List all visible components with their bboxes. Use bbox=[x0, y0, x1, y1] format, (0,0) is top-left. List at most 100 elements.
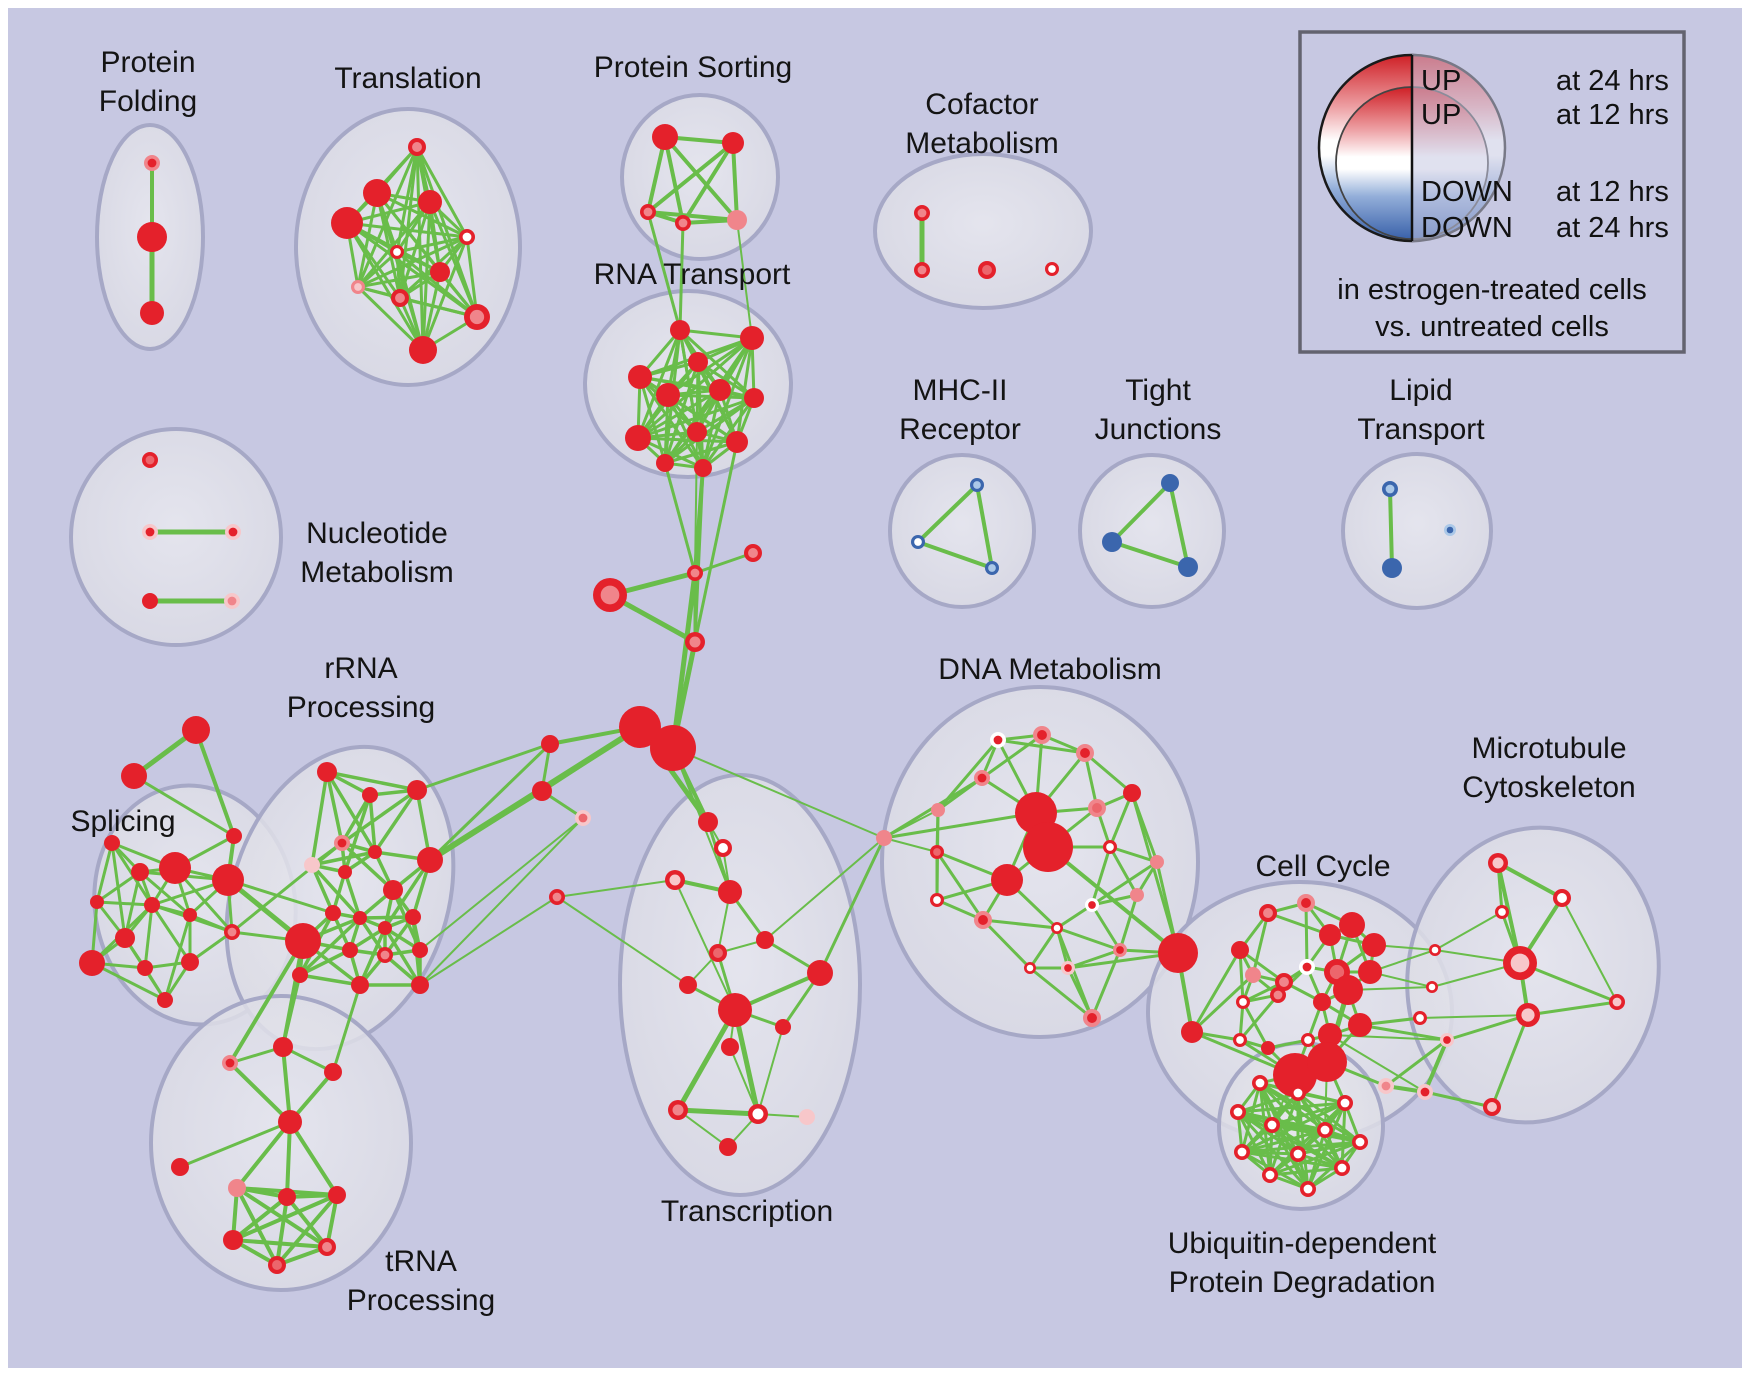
edge bbox=[1251, 911, 1270, 977]
node-s12 bbox=[157, 992, 173, 1008]
node-core-c2 bbox=[748, 548, 758, 558]
edge bbox=[1296, 1140, 1362, 1156]
node-core-cc0 bbox=[1263, 908, 1273, 918]
node-core-d14 bbox=[978, 915, 988, 925]
edge bbox=[1561, 897, 1618, 1003]
node-rt10 bbox=[656, 454, 674, 472]
node-core-m4 bbox=[1510, 953, 1530, 973]
node-d21 bbox=[1158, 933, 1198, 973]
edge bbox=[345, 221, 425, 352]
edge bbox=[735, 336, 754, 444]
edge bbox=[1090, 860, 1159, 907]
edge bbox=[281, 973, 302, 1049]
edge bbox=[916, 540, 994, 570]
node-core-m8 bbox=[1612, 997, 1622, 1007]
node-core-nm1 bbox=[145, 527, 155, 537]
node-x0 bbox=[698, 812, 718, 832]
node-d9 bbox=[1023, 822, 1073, 872]
node-r13 bbox=[285, 923, 321, 959]
node-core-t7 bbox=[354, 283, 362, 291]
edge bbox=[275, 1195, 289, 1267]
node-core-r15 bbox=[380, 950, 390, 960]
edge bbox=[1083, 751, 1134, 795]
edge bbox=[110, 841, 127, 940]
cluster-label-translation: Translation bbox=[334, 62, 481, 95]
node-r11 bbox=[378, 921, 392, 935]
node-cc14 bbox=[1313, 993, 1331, 1011]
edge bbox=[636, 388, 722, 440]
node-t3 bbox=[331, 207, 363, 239]
edge bbox=[1066, 948, 1122, 970]
node-r4 bbox=[304, 857, 320, 873]
node-rt8 bbox=[687, 422, 707, 442]
node-th1 bbox=[278, 1188, 296, 1206]
node-h1 bbox=[619, 706, 661, 748]
edge bbox=[325, 770, 344, 845]
node-core-d15 bbox=[1088, 901, 1096, 909]
cluster-label-ubiquitin-degradation: Ubiquitin-dependent bbox=[1168, 1227, 1437, 1260]
cluster-label-dna-metabolism: DNA Metabolism bbox=[938, 653, 1161, 686]
legend-box bbox=[1298, 30, 1686, 354]
node-x14 bbox=[799, 1109, 815, 1125]
edge bbox=[358, 926, 387, 987]
edge bbox=[331, 983, 362, 1074]
node-core-m0 bbox=[1492, 857, 1504, 869]
node-core-u6 bbox=[1355, 1137, 1365, 1147]
edge bbox=[1236, 1101, 1347, 1114]
edge bbox=[1329, 1034, 1448, 1041]
edge bbox=[1304, 901, 1309, 969]
node-th0 bbox=[228, 1179, 246, 1197]
node-s10 bbox=[181, 953, 199, 971]
node-core-d19 bbox=[1026, 964, 1034, 972]
node-core-t5 bbox=[393, 248, 401, 256]
edge bbox=[1384, 1038, 1449, 1088]
edge bbox=[231, 1238, 329, 1249]
cluster-label-microtubule-cytoskeleton: Microtubule bbox=[1471, 732, 1626, 765]
node-core-u2 bbox=[1340, 1098, 1350, 1108]
node-core-c6 bbox=[578, 813, 588, 823]
node-x9 bbox=[718, 993, 752, 1027]
edge bbox=[298, 973, 362, 987]
edge bbox=[1108, 845, 1159, 864]
node-cc20 bbox=[1348, 1013, 1372, 1037]
edge bbox=[696, 360, 756, 400]
node-x3 bbox=[718, 880, 742, 904]
edge bbox=[285, 1120, 292, 1199]
edge bbox=[935, 850, 985, 922]
node-core-cc9 bbox=[1329, 964, 1345, 980]
node-rt11 bbox=[694, 459, 712, 477]
edge bbox=[981, 918, 1059, 930]
node-d12 bbox=[1150, 855, 1164, 869]
edge bbox=[1329, 1034, 1426, 1093]
edge bbox=[1388, 487, 1394, 570]
edge bbox=[636, 396, 756, 440]
node-core-m2 bbox=[1498, 908, 1506, 916]
edge bbox=[95, 900, 154, 907]
node-core-cc17 bbox=[1236, 1036, 1244, 1044]
node-x15 bbox=[719, 1138, 737, 1156]
edge bbox=[194, 728, 236, 838]
node-core-ps3 bbox=[678, 218, 688, 228]
cluster-label-ubiquitin-degradation: Protein Degradation bbox=[1169, 1266, 1436, 1299]
edge bbox=[1083, 751, 1099, 810]
cluster-label-lipid-transport: Transport bbox=[1357, 413, 1485, 446]
edge bbox=[281, 1045, 292, 1124]
edge bbox=[1168, 481, 1190, 569]
edge bbox=[419, 817, 584, 986]
node-rt2 bbox=[628, 365, 652, 389]
edge bbox=[1423, 1038, 1449, 1094]
edge bbox=[1238, 948, 1286, 984]
node-x8 bbox=[679, 976, 697, 994]
edge bbox=[1434, 911, 1503, 951]
node-ccB1 bbox=[1273, 1053, 1317, 1097]
edge bbox=[677, 1109, 729, 1148]
node-lt1 bbox=[1382, 558, 1402, 578]
node-s3 bbox=[131, 863, 149, 881]
node-st0 bbox=[182, 716, 210, 744]
node-core-c3 bbox=[689, 636, 701, 648]
node-core-u7 bbox=[1237, 1147, 1247, 1157]
edge bbox=[150, 903, 192, 964]
edge bbox=[975, 483, 994, 570]
node-pf1 bbox=[137, 222, 167, 252]
edge bbox=[693, 551, 755, 575]
